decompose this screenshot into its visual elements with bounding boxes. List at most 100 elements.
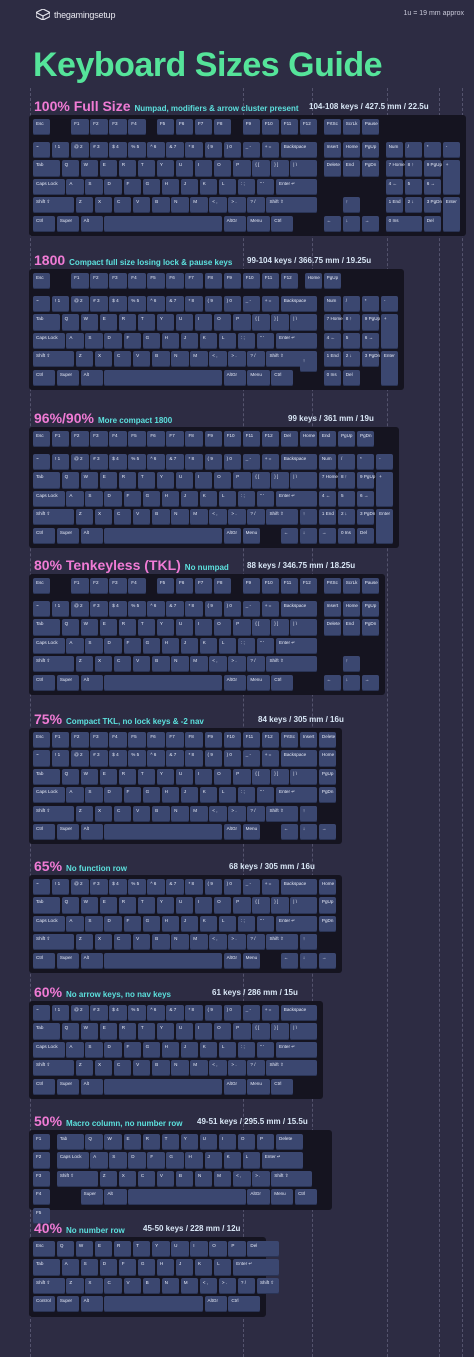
key-label: F10 <box>264 121 273 126</box>
size-description: Compact TKL, no lock keys & -2 nav <box>66 717 204 726</box>
key: _ - <box>242 879 261 896</box>
key-label: F <box>126 639 130 645</box>
key-label: F3 <box>36 1172 42 1178</box>
key-label: F6 <box>150 734 156 739</box>
key: U <box>175 768 194 785</box>
key: F4 <box>128 273 146 290</box>
key: ~ <box>33 879 51 896</box>
key-label: Shift ⇧ <box>36 1062 51 1068</box>
key-label: Enter ↵ <box>279 334 296 340</box>
size-spec: 104-108 keys / 427.5 mm / 22.5u <box>309 102 429 111</box>
key-label: + = <box>264 456 272 461</box>
key: 9 PgUp <box>361 314 381 331</box>
key: W <box>104 1134 122 1151</box>
key-label: H <box>164 789 168 795</box>
key-label: I <box>198 316 200 322</box>
key: T <box>137 160 156 177</box>
key-label: Esc <box>36 734 44 739</box>
key-label: Y <box>159 1025 163 1031</box>
key-label: # 3 <box>93 298 100 303</box>
key-label: F11 <box>283 580 292 585</box>
key-label: AltGr <box>226 954 238 960</box>
key-label: X <box>88 1279 92 1285</box>
key: J <box>180 490 199 507</box>
key: Q <box>56 1241 75 1258</box>
size-spec: 84 keys / 305 mm / 16u <box>258 715 344 724</box>
key: Ctrl <box>295 1189 318 1206</box>
key-label: Y <box>159 899 163 905</box>
key: ^ 6 <box>147 296 165 313</box>
key: Enter ↵ <box>261 1152 303 1169</box>
key-label: _ - <box>245 298 252 303</box>
key-label: X <box>97 807 102 813</box>
key-label: F8 <box>217 121 223 126</box>
key-label: Ctrl <box>36 826 44 831</box>
key-label: Menu <box>245 954 258 960</box>
key-label: ( 9 <box>207 752 213 758</box>
key-label: ← <box>326 217 332 223</box>
key: R <box>118 619 137 636</box>
key-label: @ 2 <box>74 881 83 886</box>
key: } ] <box>271 897 289 914</box>
key-label: F12 <box>264 734 273 739</box>
key-label: Esc <box>36 580 44 585</box>
keyboard-board: Esc Q W E R T Y U I O P Del Tab A S D F G H J K L Enter ↵ Shift… <box>29 1237 280 1317</box>
section-title: 60% No arrow keys, no nav keys <box>34 984 171 1003</box>
key-label: Del <box>360 529 367 535</box>
key-label: Shift ⇧ <box>36 936 51 942</box>
key-label: Shift ⇧ <box>259 1279 275 1285</box>
key-label: < , <box>212 353 218 359</box>
key: ? / <box>247 805 265 822</box>
key: V <box>133 1060 151 1077</box>
key: R <box>118 897 137 914</box>
key: 5 <box>342 332 361 349</box>
key: ! 1 <box>52 750 70 767</box>
key: F12 <box>261 732 280 749</box>
key-label: W <box>83 162 88 168</box>
key: V <box>133 509 151 526</box>
key-label: ) 0 <box>226 752 232 758</box>
key-label: Esc <box>36 275 44 280</box>
key-label: F5 <box>131 734 137 739</box>
key-label: X <box>97 199 102 205</box>
key: _ - <box>242 1005 261 1022</box>
key-label: : ; <box>240 334 245 340</box>
key: | \ <box>290 314 318 331</box>
key: A <box>66 637 84 654</box>
key-label: ( 9 <box>207 1007 213 1012</box>
key: { [ <box>252 768 270 785</box>
key: + = <box>261 454 280 471</box>
key-label: Menu <box>250 1080 262 1086</box>
key-label: F2 <box>93 275 99 280</box>
key: ) 0 <box>223 296 241 313</box>
key: " ' <box>256 637 275 654</box>
key-label: X <box>97 658 102 664</box>
key: V <box>133 805 151 822</box>
key-label: J <box>183 917 186 923</box>
keyboard-board: ~ ! 1 @ 2 # 3 $ 4 % 5 ^ 6 & 7 * 8 ( 9) 0 _ - + = Bac… <box>29 1001 323 1099</box>
key-label: Insert <box>302 734 315 739</box>
key-label: D <box>107 789 111 795</box>
key: A <box>66 787 84 804</box>
key: @ 2 <box>71 296 89 313</box>
key: Z <box>66 1277 84 1294</box>
key-label: End <box>321 433 331 438</box>
size-guide-line <box>462 88 463 1357</box>
key-label: - <box>379 456 381 461</box>
key: I <box>195 314 213 331</box>
unit-note: 1u = 19 mm approx <box>403 10 464 17</box>
key-label: 9 PgUp <box>364 316 381 322</box>
key: Insert <box>323 601 342 618</box>
key-label: Shift ⇧ <box>274 1172 289 1178</box>
key-label: E <box>102 899 106 905</box>
key-label: S <box>88 180 92 186</box>
key: F3 <box>109 273 127 290</box>
key-label: & 7 <box>169 1007 177 1012</box>
key-label: V <box>136 936 140 942</box>
size-spec: 68 keys / 305 mm / 16u <box>229 862 315 871</box>
key-label: T <box>140 474 144 480</box>
brand-logo[interactable]: thegamingsetup <box>36 9 115 20</box>
key-label: O <box>217 1025 221 1031</box>
key: Ctrl <box>33 369 56 386</box>
key: S <box>85 787 103 804</box>
